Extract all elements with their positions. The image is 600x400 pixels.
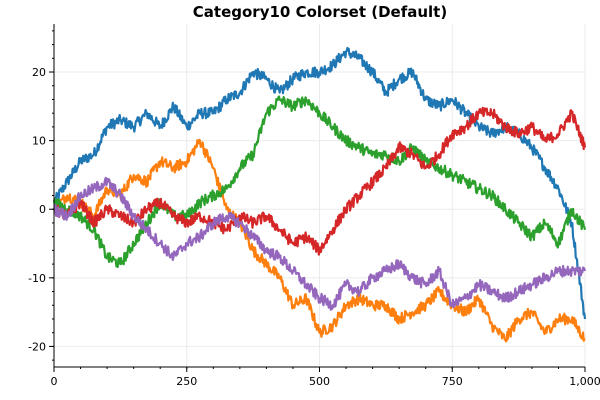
y-tick-label-1: -10 — [28, 272, 46, 285]
x-tick-label-3: 750 — [442, 375, 463, 388]
y-tick-label-2: 0 — [39, 203, 46, 216]
x-tick-label-4: 1,000 — [569, 375, 600, 388]
series-line-4 — [53, 176, 587, 311]
series-line-3 — [53, 106, 587, 256]
series-line-0 — [52, 46, 587, 320]
chart-title: Category10 Colorset (Default) — [192, 3, 448, 21]
series-line-1 — [53, 138, 586, 343]
y-tick-label-0: -20 — [28, 340, 46, 353]
x-tick-label-1: 250 — [176, 375, 197, 388]
y-tick-label-4: 20 — [32, 66, 46, 79]
x-tick-label-0: 0 — [51, 375, 58, 388]
y-tick-label-3: 10 — [32, 135, 46, 148]
x-tick-label-2: 500 — [309, 375, 330, 388]
